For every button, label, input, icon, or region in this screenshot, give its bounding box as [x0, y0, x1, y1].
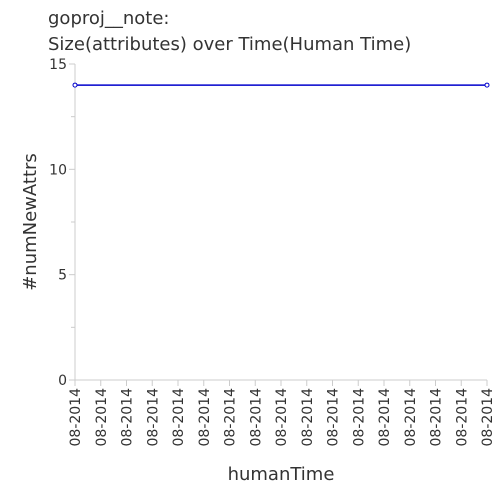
y-axis-ticks: 0 5 10 15: [49, 57, 75, 389]
y-tick-label: 5: [58, 268, 67, 284]
y-tick-label: 0: [58, 373, 67, 389]
x-tick-label: 08-2014: [377, 388, 393, 447]
y-tick-label: 10: [49, 162, 67, 178]
x-tick-label: 08-2014: [274, 388, 290, 447]
x-tick-label: 08-2014: [145, 388, 161, 447]
x-tick-label: 08-2014: [300, 388, 316, 447]
x-tick-label: 08-2014: [480, 388, 496, 447]
data-point: [72, 82, 78, 88]
x-tick-label: 08-2014: [403, 388, 419, 447]
data-point: [484, 82, 490, 88]
x-axis-ticks: 08-2014 08-2014 08-2014 08-2014 08-2014 08-20…: [68, 380, 496, 447]
x-tick-label: 08-2014: [94, 388, 110, 447]
x-axis-label: humanTime: [228, 464, 335, 485]
x-tick-label: 08-2014: [454, 388, 470, 447]
chart-series: [72, 82, 490, 88]
x-tick-label: 08-2014: [171, 388, 187, 447]
x-tick-label: 08-2014: [248, 388, 264, 447]
y-tick-label: 15: [49, 57, 67, 73]
x-tick-label: 08-2014: [120, 388, 136, 447]
x-tick-label: 08-2014: [223, 388, 239, 447]
y-axis-label: #numNewAttrs: [20, 153, 41, 291]
x-tick-label: 08-2014: [351, 388, 367, 447]
chart-title-line-2: Size(attributes) over Time(Human Time): [48, 34, 411, 55]
chart-title-line-1: goproj__note:: [48, 8, 170, 29]
x-tick-label: 08-2014: [429, 388, 445, 447]
x-tick-label: 08-2014: [326, 388, 342, 447]
x-tick-label: 08-2014: [68, 388, 84, 447]
x-tick-label: 08-2014: [197, 388, 213, 447]
